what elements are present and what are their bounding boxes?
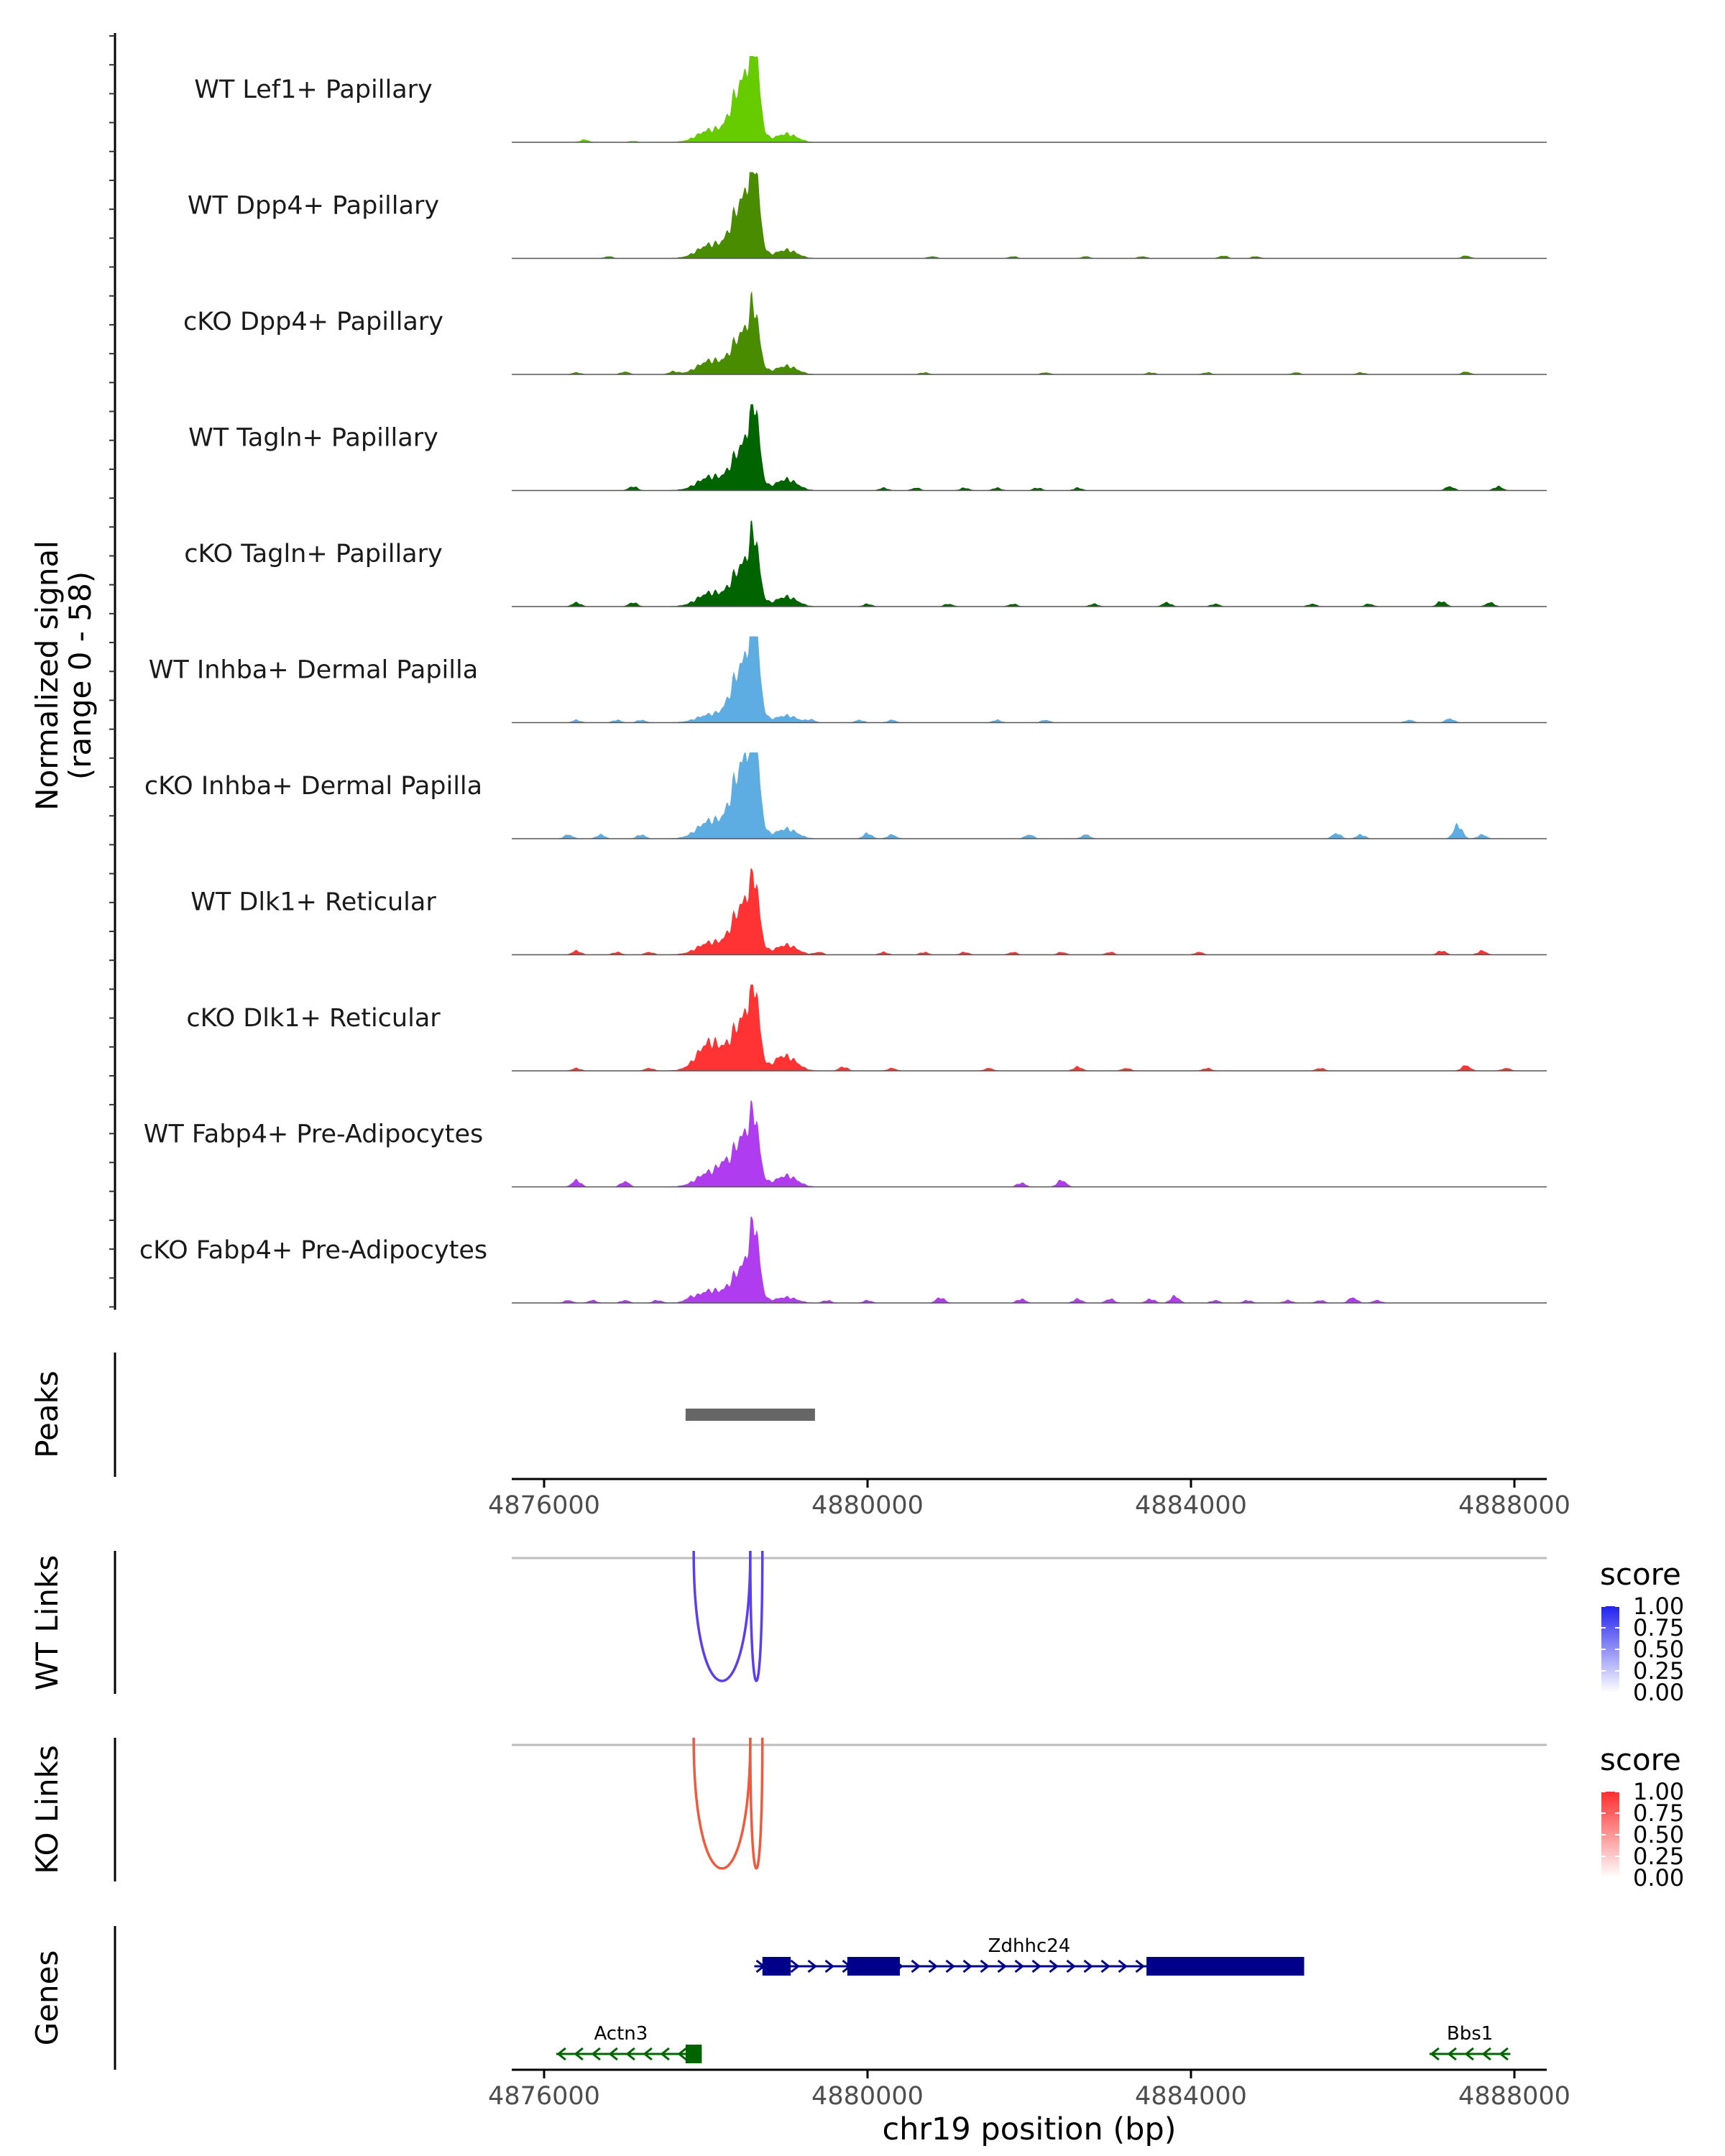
legend-tick-label: 0.25 bbox=[1633, 1843, 1684, 1870]
track-label: cKO Dpp4+ Papillary bbox=[183, 308, 443, 336]
legend-title: score bbox=[1600, 1742, 1681, 1777]
gene-exon bbox=[1146, 1957, 1305, 1976]
gene-strand-arrow bbox=[625, 2047, 635, 2061]
x-axis-title: chr19 position (bp) bbox=[882, 2111, 1176, 2147]
gene-strand-arrow bbox=[1066, 1959, 1076, 1973]
link-arc bbox=[692, 1550, 752, 1682]
gene-strand-arrow bbox=[1049, 1959, 1059, 1973]
track-signal-area bbox=[512, 290, 1547, 374]
gene-exon bbox=[762, 1957, 791, 1976]
legend-tick-label: 0.00 bbox=[1633, 1679, 1684, 1706]
x-tick-label: 4888000 bbox=[1458, 2082, 1570, 2111]
gene-strand-arrow bbox=[928, 1959, 938, 1973]
gene-name: Bbs1 bbox=[1447, 2023, 1493, 2045]
x-tick-label: 4880000 bbox=[811, 2082, 924, 2111]
gene-strand-arrow bbox=[1464, 2047, 1474, 2061]
legend-tick-label: 0.00 bbox=[1633, 1864, 1684, 1892]
gene-strand-arrow bbox=[1118, 1959, 1128, 1973]
link-arc bbox=[692, 1737, 752, 1870]
gene-strand-arrow bbox=[997, 1959, 1007, 1973]
legend-tick-label: 0.50 bbox=[1633, 1636, 1684, 1663]
legend-tick-label: 0.75 bbox=[1633, 1614, 1684, 1641]
links-label: KO Links bbox=[29, 1745, 65, 1874]
gene-name: Zdhhc24 bbox=[988, 1935, 1071, 1957]
gene-strand-arrow bbox=[824, 1959, 834, 1973]
track-label: WT Inhba+ Dermal Papilla bbox=[149, 656, 478, 685]
gene-strand-arrow bbox=[980, 1959, 990, 1973]
gene-strand-arrow bbox=[591, 2047, 601, 2061]
legend-tick-label: 0.50 bbox=[1633, 1821, 1684, 1848]
track-signal-area bbox=[512, 868, 1547, 955]
link-arc bbox=[749, 1737, 764, 1870]
link-arc bbox=[749, 1550, 764, 1682]
gene-exon bbox=[847, 1957, 900, 1976]
gene-strand-arrow bbox=[1100, 1959, 1110, 1973]
track-label: WT Dpp4+ Papillary bbox=[188, 192, 439, 221]
gene-strand-arrow bbox=[790, 1959, 800, 1973]
legend-tick-label: 0.25 bbox=[1633, 1657, 1684, 1685]
gene-strand-arrow bbox=[1481, 2047, 1491, 2061]
peaks-label: Peaks bbox=[29, 1370, 65, 1458]
coverage-panel: Normalized signal(range 0 - 58) WT Lef1+ … bbox=[29, 33, 1547, 1310]
genes-label: Genes bbox=[29, 1950, 65, 2046]
gene-strand-arrow bbox=[608, 2047, 618, 2061]
track-label: WT Tagln+ Papillary bbox=[188, 424, 438, 453]
track-label: cKO Dlk1+ Reticular bbox=[186, 1004, 441, 1033]
track-signal-area bbox=[512, 636, 1547, 723]
gene-exon bbox=[685, 2045, 702, 2063]
x-tick-label: 4876000 bbox=[488, 2082, 600, 2111]
track-label: WT Dlk1+ Reticular bbox=[190, 888, 436, 917]
peak-range bbox=[685, 1409, 815, 1421]
gene-strand-arrow bbox=[911, 1959, 921, 1973]
gene-strand-arrow bbox=[556, 2047, 566, 2061]
gene-strand-arrow bbox=[660, 2047, 670, 2061]
legend-tick-label: 0.75 bbox=[1633, 1800, 1684, 1827]
gene-strand-arrow bbox=[1135, 1959, 1145, 1973]
gene-name: Actn3 bbox=[594, 2023, 648, 2045]
x-tick-label: 4884000 bbox=[1135, 1491, 1247, 1520]
legend-title: score bbox=[1600, 1557, 1681, 1592]
gene-strand-arrow bbox=[1430, 2047, 1440, 2061]
genes-panel: Genes Zdhhc24 Actn3 Bbs1 4876000 4880000 48840… bbox=[29, 1926, 1570, 2147]
gene-strand-arrow bbox=[1031, 1959, 1041, 1973]
gene-strand-arrow bbox=[643, 2047, 653, 2061]
peaks-panel: Peaks 4876000 4880000 4884000 4888000 bbox=[29, 1353, 1570, 1520]
gene-strand-arrow bbox=[807, 1959, 817, 1973]
track-signal-area bbox=[512, 404, 1547, 491]
track-label: cKO Inhba+ Dermal Papilla bbox=[144, 772, 482, 801]
gene-strand-arrow bbox=[574, 2047, 584, 2061]
track-label: cKO Fabp4+ Pre-Adipocytes bbox=[139, 1236, 487, 1265]
track-label: cKO Tagln+ Papillary bbox=[184, 540, 443, 568]
gene-strand-arrow bbox=[945, 1959, 955, 1973]
track-signal-area bbox=[512, 985, 1547, 1071]
legend-tick-label: 1.00 bbox=[1633, 1778, 1684, 1805]
track-signal-area bbox=[512, 1217, 1547, 1303]
track-signal-area bbox=[512, 1100, 1547, 1187]
gene-strand-arrow bbox=[962, 1959, 972, 1973]
gene-strand-arrow bbox=[1499, 2047, 1509, 2061]
track-signal-area bbox=[512, 520, 1547, 607]
legend-tick-label: 1.00 bbox=[1633, 1593, 1684, 1620]
gene-strand-arrow bbox=[1014, 1959, 1024, 1973]
track-label: WT Lef1+ Papillary bbox=[194, 75, 433, 104]
gene-strand-arrow bbox=[677, 2047, 687, 2061]
track-signal-area bbox=[512, 752, 1547, 839]
gene-strand-arrow bbox=[1447, 2047, 1457, 2061]
track-label: WT Fabp4+ Pre-Adipocytes bbox=[144, 1120, 483, 1149]
links-label: WT Links bbox=[29, 1555, 65, 1690]
track-signal-area bbox=[512, 172, 1547, 259]
gene-strand-arrow bbox=[1083, 1959, 1093, 1973]
track-signal-area bbox=[512, 56, 1547, 142]
x-tick-label: 4884000 bbox=[1135, 2082, 1247, 2111]
coverage-y-range-label: (range 0 - 58) bbox=[63, 571, 98, 780]
x-tick-label: 4876000 bbox=[488, 1491, 600, 1520]
x-tick-label: 4880000 bbox=[811, 1491, 924, 1520]
x-tick-label: 4888000 bbox=[1458, 1491, 1570, 1520]
coverage-y-label: Normalized signal bbox=[29, 540, 65, 811]
